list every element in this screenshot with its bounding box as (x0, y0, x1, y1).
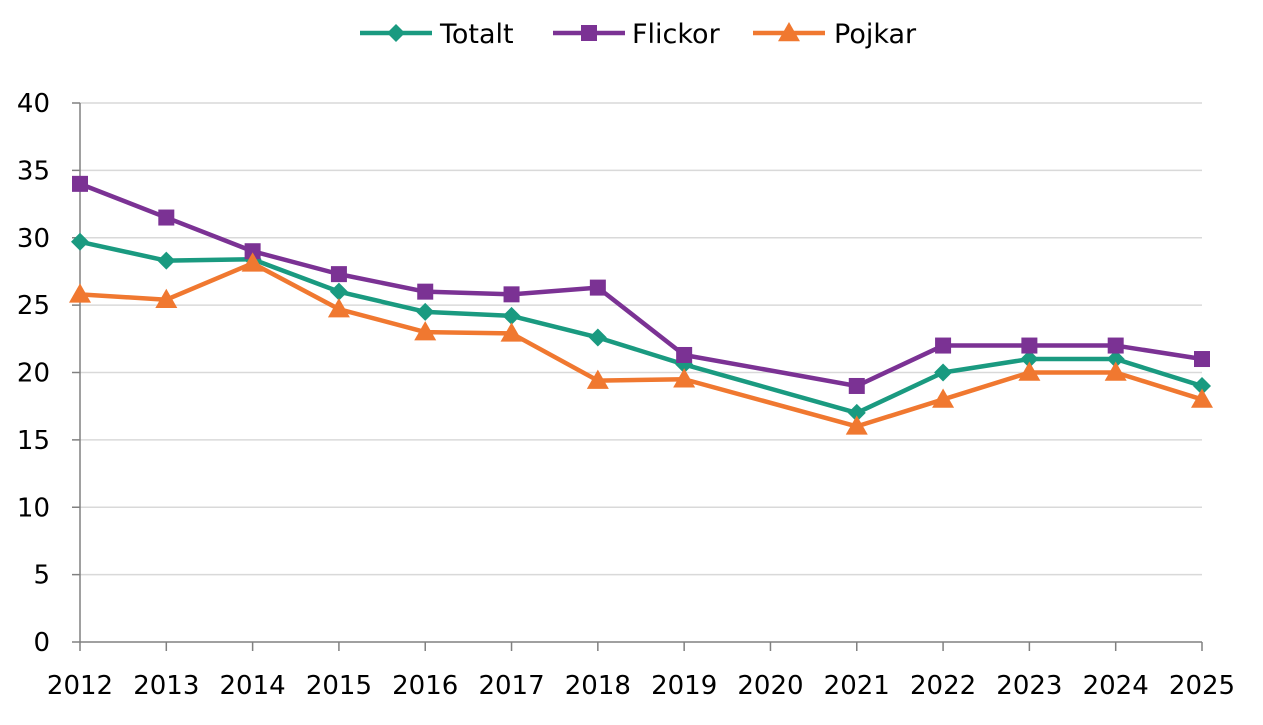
legend-swatch-marker (778, 22, 800, 42)
y-tick-label: 30 (17, 224, 50, 254)
data-point-totalt (416, 302, 435, 321)
legend-item-pojkar: Pojkar (753, 19, 917, 50)
y-tick-label: 25 (17, 291, 50, 321)
x-tick-label: 2012 (47, 671, 113, 701)
legend-label: Flickor (632, 19, 721, 50)
x-tick-label: 2024 (1083, 671, 1149, 701)
x-tick-label: 2017 (478, 671, 544, 701)
data-point-pojkar (500, 322, 523, 342)
legend-swatch-marker (581, 25, 597, 41)
data-point-totalt (329, 282, 348, 301)
data-point-pojkar (932, 388, 955, 408)
data-point-pojkar (241, 252, 264, 272)
data-point-flickor (1107, 337, 1124, 354)
y-tick-label: 5 (33, 561, 50, 591)
gridlines (80, 102, 1202, 576)
series-pojkar (69, 252, 1213, 435)
data-point-flickor (1021, 337, 1038, 354)
data-point-pojkar (1191, 388, 1213, 408)
data-point-totalt (1193, 376, 1211, 395)
legend-label: Pojkar (834, 19, 917, 50)
data-point-totalt (1020, 350, 1039, 369)
data-point-flickor (935, 337, 952, 354)
legend-swatch-marker (387, 24, 405, 42)
x-tick-label: 2014 (220, 671, 286, 701)
data-point-flickor (158, 209, 175, 226)
data-point-pojkar (1104, 361, 1127, 381)
series-flickor (72, 175, 1210, 394)
data-point-pojkar (673, 368, 696, 388)
series-group (69, 175, 1213, 435)
data-point-totalt (502, 306, 521, 325)
y-tick-label: 15 (17, 426, 50, 456)
data-point-pojkar (155, 288, 178, 308)
x-tick-label: 2019 (651, 671, 717, 701)
legend-label: Totalt (439, 19, 514, 50)
data-point-pojkar (586, 369, 609, 389)
data-point-totalt (1106, 350, 1125, 369)
y-tick-label: 40 (17, 89, 50, 119)
data-point-pojkar (845, 415, 868, 435)
x-tick-label: 2016 (392, 671, 458, 701)
legend-item-totalt: Totalt (360, 19, 514, 50)
data-point-totalt (71, 232, 89, 251)
x-tick-label: 2023 (996, 671, 1062, 701)
x-tick-label: 2022 (910, 671, 976, 701)
y-tick-label: 0 (33, 628, 50, 658)
data-point-pojkar (69, 283, 91, 303)
y-tick-label: 20 (17, 359, 50, 389)
data-point-flickor (72, 175, 88, 192)
x-tick-label: 2015 (306, 671, 372, 701)
data-point-flickor (1194, 351, 1210, 368)
y-tick-label: 35 (17, 156, 50, 186)
data-point-pojkar (1018, 361, 1041, 381)
x-tick-label: 2021 (824, 671, 890, 701)
legend-item-flickor: Flickor (553, 19, 721, 50)
series-totalt (71, 232, 1211, 422)
data-point-flickor (330, 266, 347, 283)
data-point-totalt (847, 403, 866, 422)
data-point-flickor (848, 377, 865, 394)
data-point-flickor (503, 286, 520, 303)
axes (72, 102, 1203, 651)
y-tick-labels: 0 5 10 15 20 25 30 35 40 (17, 89, 50, 658)
data-point-flickor (589, 279, 606, 296)
data-point-pojkar (414, 321, 437, 341)
x-tick-labels: 2012 2013 2014 2015 2016 2017 2018 2019 2020 2021… (47, 671, 1235, 701)
legend: Totalt Flickor Pojkar (360, 19, 917, 50)
x-tick-label: 2020 (737, 671, 803, 701)
x-tick-label: 2013 (133, 671, 199, 701)
data-point-flickor (244, 243, 261, 260)
x-tick-label: 2025 (1169, 671, 1235, 701)
y-tick-label: 10 (17, 493, 50, 523)
data-point-pojkar (327, 298, 350, 318)
x-tick-label: 2018 (565, 671, 631, 701)
data-point-totalt (934, 363, 953, 382)
data-point-totalt (157, 251, 176, 270)
data-point-flickor (676, 346, 693, 363)
data-point-totalt (588, 328, 607, 347)
data-point-flickor (417, 283, 434, 300)
